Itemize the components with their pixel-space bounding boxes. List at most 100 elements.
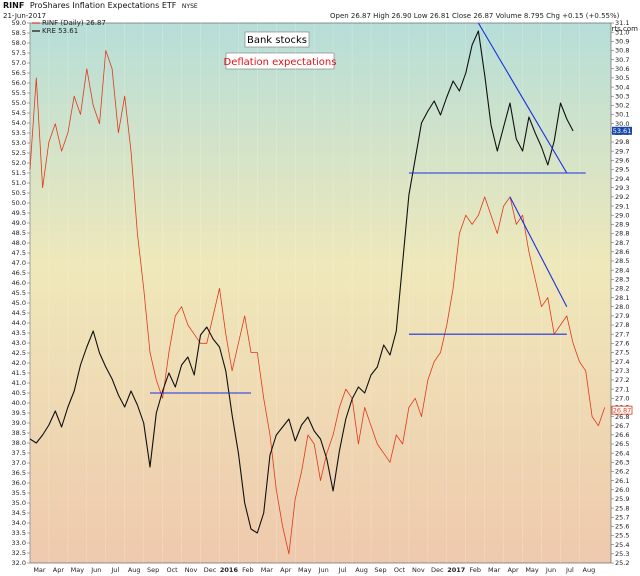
left-tick-label: 37.5 — [12, 449, 26, 457]
x-tick-label: Aug — [355, 566, 368, 574]
left-tick-label: 57.0 — [12, 59, 26, 67]
left-axis: 32.0 32.5 33.0 33.5 34.0 34.5 35.0 35.5 36.0 36.5… — [12, 19, 30, 567]
right-tick-label: 30.3 — [615, 92, 629, 100]
left-tick-label: 55.5 — [12, 89, 26, 97]
x-tick-label: Jul — [565, 566, 574, 574]
left-tick-label: 54.5 — [12, 109, 26, 117]
x-tick-label: Dec — [204, 566, 217, 574]
right-tick-label: 27.7 — [615, 330, 629, 338]
left-tick-label: 49.0 — [12, 219, 26, 227]
chart-title: RINF ProShares Inflation Expectations ET… — [3, 1, 198, 10]
left-tick-label: 49.5 — [12, 209, 26, 217]
badge-rinf: 26.87 — [611, 405, 633, 415]
left-tick-label: 46.5 — [12, 269, 26, 277]
left-tick-label: 33.0 — [12, 539, 26, 547]
right-tick-label: 25.8 — [615, 504, 629, 512]
x-tick-label: Dec — [431, 566, 444, 574]
x-tick-label: Aug — [583, 566, 596, 574]
left-tick-label: 59.0 — [12, 19, 26, 27]
badge-rinf-value: 26.87 — [613, 406, 632, 414]
left-tick-label: 43.0 — [12, 339, 26, 347]
right-tick-label: 29.6 — [615, 156, 629, 164]
left-tick-label: 35.0 — [12, 499, 26, 507]
x-tick-label: Apr — [507, 566, 519, 574]
left-tick-label: 45.5 — [12, 289, 26, 297]
right-tick-label: 28.0 — [615, 303, 629, 311]
x-tick-label: Jun — [318, 566, 329, 574]
left-tick-label: 45.0 — [12, 299, 26, 307]
left-tick-label: 39.5 — [12, 409, 26, 417]
left-tick-label: 42.5 — [12, 349, 26, 357]
right-tick-label: 30.7 — [615, 56, 629, 64]
series-layer — [29, 30, 606, 555]
left-tick-label: 42.0 — [12, 359, 26, 367]
right-tick-label: 25.5 — [615, 532, 629, 540]
left-tick-label: 40.0 — [12, 399, 26, 407]
right-tick-label: 25.7 — [615, 513, 629, 521]
right-tick-label: 30.5 — [615, 74, 629, 82]
right-tick-label: 26.3 — [615, 459, 629, 467]
right-tick-label: 30.1 — [615, 111, 629, 119]
right-tick-label: 27.4 — [615, 358, 629, 366]
series-line-rinf — [29, 50, 606, 555]
legend-kre: KRE 53.61 — [42, 27, 78, 35]
left-tick-label: 32.0 — [12, 559, 26, 567]
right-tick-label: 26.4 — [615, 449, 629, 457]
right-tick-label: 27.6 — [615, 340, 629, 348]
left-tick-label: 32.5 — [12, 549, 26, 557]
right-tick-label: 27.3 — [615, 367, 629, 375]
chart-date: 21-Jun-2017 — [3, 12, 46, 20]
badge-kre: 53.61 — [612, 126, 632, 135]
right-tick-label: 28.3 — [615, 275, 629, 283]
left-tick-label: 44.0 — [12, 319, 26, 327]
x-tick-label: 2016 — [220, 566, 239, 574]
right-tick-label: 26.5 — [615, 440, 629, 448]
right-axis: 25.225.325.425.525.6 25.725.825.926.026.1… — [611, 19, 629, 567]
left-tick-label: 52.0 — [12, 159, 26, 167]
left-tick-label: 37.0 — [12, 459, 26, 467]
badge-kre-value: 53.61 — [613, 127, 632, 135]
left-tick-label: 51.0 — [12, 179, 26, 187]
left-tick-label: 39.0 — [12, 419, 26, 427]
x-tick-label: Mar — [33, 566, 46, 574]
right-tick-label: 26.2 — [615, 468, 629, 476]
annotation-box — [244, 31, 310, 48]
fund-name: ProShares Inflation Expectations ETF — [30, 1, 177, 10]
left-tick-label: 48.5 — [12, 229, 26, 237]
quote-line: Open 26.87 High 26.90 Low 26.81 Close 26… — [330, 12, 620, 20]
annotation-bank-stocks: Bank stocks — [244, 31, 310, 48]
x-axis: Mar Apr May Jun Jul Aug Sep Oct Nov Dec 2016 Feb Mar… — [33, 566, 595, 574]
right-tick-label: 28.2 — [615, 285, 629, 293]
left-tick-label: 40.5 — [12, 389, 26, 397]
right-tick-label: 28.6 — [615, 248, 629, 256]
right-tick-label: 31.1 — [615, 19, 629, 27]
left-tick-label: 52.5 — [12, 149, 26, 157]
x-tick-label: 2017 — [447, 566, 465, 574]
x-tick-label: Mar — [261, 566, 274, 574]
right-tick-label: 26.7 — [615, 422, 629, 430]
left-tick-label: 36.0 — [12, 479, 26, 487]
x-tick-label: May — [298, 566, 312, 574]
x-tick-label: Jul — [338, 566, 347, 574]
right-tick-label: 29.3 — [615, 184, 629, 192]
x-tick-label: Jul — [110, 566, 119, 574]
left-tick-label: 47.0 — [12, 259, 26, 267]
x-tick-label: Feb — [242, 566, 254, 574]
plot-area — [29, 22, 612, 564]
right-tick-label: 28.7 — [615, 239, 629, 247]
left-tick-label: 38.0 — [12, 439, 26, 447]
x-tick-label: Jun — [90, 566, 101, 574]
annotation-deflation: Deflation expectations — [224, 52, 336, 70]
right-tick-label: 29.1 — [615, 202, 629, 210]
x-tick-label: Oct — [166, 566, 178, 574]
right-tick-label: 25.6 — [615, 523, 629, 531]
left-tick-label: 43.5 — [12, 329, 26, 337]
right-tick-label: 25.9 — [615, 495, 629, 503]
right-tick-label: 30.0 — [615, 120, 629, 128]
series-line-kre — [29, 30, 574, 534]
left-tick-label: 56.5 — [12, 69, 26, 77]
left-tick-label: 33.5 — [12, 529, 26, 537]
left-tick-label: 51.5 — [12, 169, 26, 177]
right-tick-label: 27.9 — [615, 312, 629, 320]
